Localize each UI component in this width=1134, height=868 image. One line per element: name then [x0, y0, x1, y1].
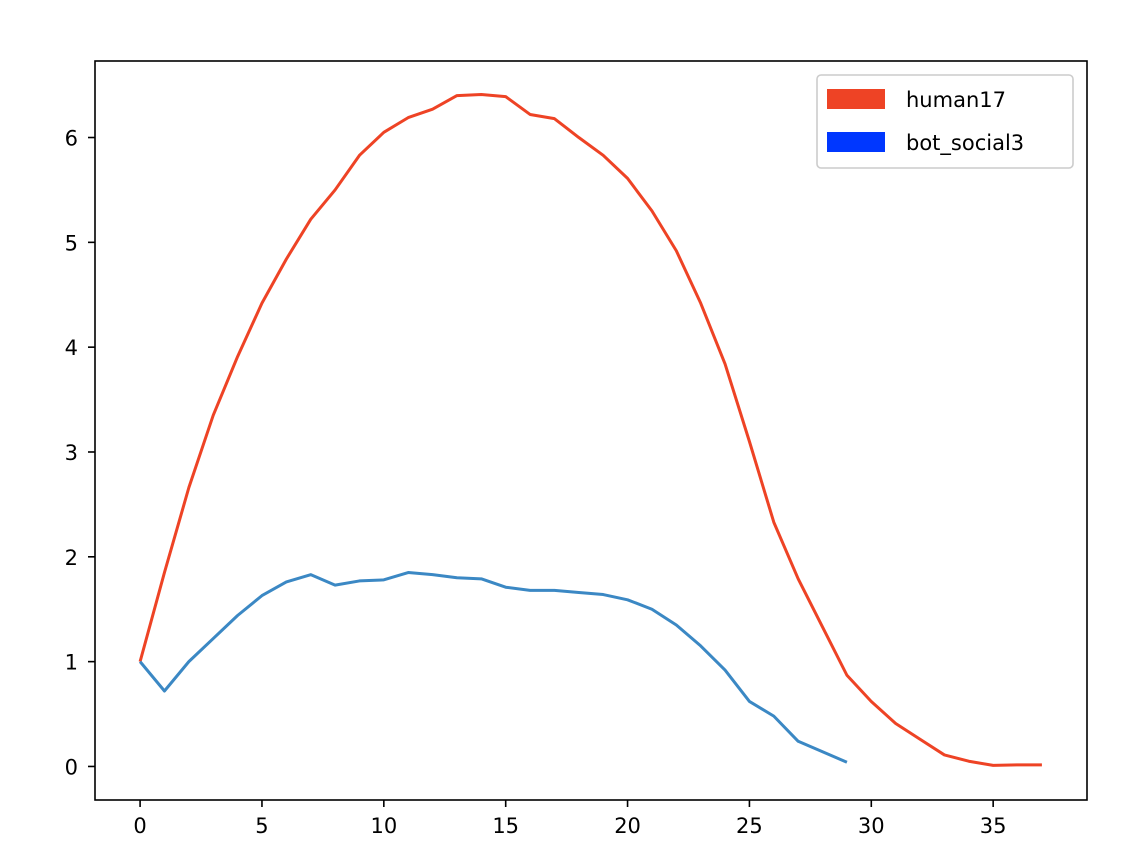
series-line-human17	[138, 93, 1042, 767]
legend-swatch-bot_social3	[827, 132, 885, 152]
y-tick-label: 4	[65, 336, 78, 360]
x-tick-label: 0	[133, 814, 146, 838]
x-tick-label: 20	[614, 814, 641, 838]
y-tick-label: 0	[65, 755, 78, 779]
y-axis: 0 1 2 3 4 5 6	[65, 127, 95, 779]
x-tick-label: 25	[736, 814, 763, 838]
legend: human17 bot_social3	[816, 74, 1074, 169]
x-tick-label: 30	[858, 814, 885, 838]
legend-label-human17: human17	[906, 88, 1006, 112]
legend-swatch-human17	[827, 89, 885, 109]
legend-label-bot_social3: bot_social3	[906, 131, 1024, 156]
y-tick-label: 6	[65, 127, 78, 151]
y-tick-label: 1	[65, 651, 78, 675]
x-tick-label: 35	[980, 814, 1007, 838]
x-axis: 0 5 10 15 20 25 30 35	[133, 800, 1007, 838]
y-tick-label: 2	[65, 546, 78, 570]
y-tick-label: 5	[65, 231, 78, 255]
x-tick-label: 15	[492, 814, 519, 838]
series-layer	[138, 93, 1042, 767]
series-line-bot_social3	[138, 571, 848, 764]
plot-frame	[94, 60, 1088, 801]
x-tick-label: 5	[255, 814, 268, 838]
x-tick-label: 10	[370, 814, 397, 838]
y-tick-label: 3	[65, 441, 78, 465]
